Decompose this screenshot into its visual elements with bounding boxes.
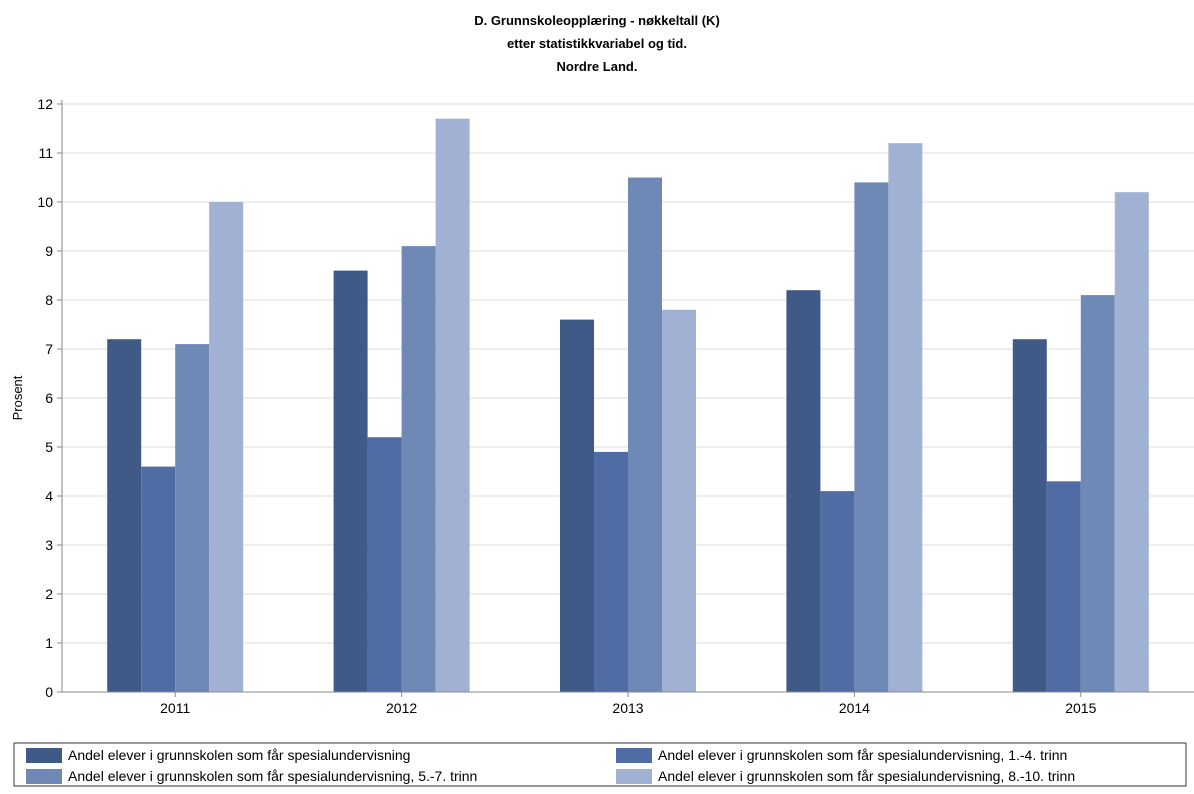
legend-label-4: Andel elever i grunnskolen som får spesi… (658, 768, 1075, 784)
y-tick-label: 7 (45, 341, 53, 357)
legend-swatch-4 (616, 769, 652, 784)
chart-title-line-3: Nordre Land. (557, 59, 638, 74)
y-tick-label: 6 (45, 390, 53, 406)
bar-2013-series-1 (560, 319, 594, 692)
legend-swatch-1 (26, 748, 62, 763)
y-tick-label: 0 (45, 684, 53, 700)
y-tick-label: 4 (45, 488, 53, 504)
legend-label-1: Andel elever i grunnskolen som får spesi… (68, 747, 410, 763)
bar-2014-series-4 (888, 143, 923, 692)
y-tick-label: 10 (37, 194, 53, 210)
bar-2012-series-4 (435, 118, 470, 692)
bar-2012-series-1 (333, 270, 368, 692)
bar-2011-series-1 (107, 339, 142, 692)
x-tick-label: 2012 (386, 700, 417, 716)
axes (61, 100, 1194, 693)
chart-title-line-2: etter statistikkvariabel og tid. (507, 36, 687, 51)
legend-label-2: Andel elever i grunnskolen som får spesi… (658, 747, 1067, 763)
bar-2011-series-3 (175, 344, 210, 692)
x-tick-label: 2013 (612, 700, 643, 716)
legend-label-3: Andel elever i grunnskolen som får spesi… (68, 768, 477, 784)
bar-2013-series-3 (628, 177, 662, 692)
bar-2015-series-3 (1080, 295, 1115, 692)
x-tick-label: 2015 (1065, 700, 1096, 716)
chart-title: D. Grunnskoleopplæring - nøkkeltall (K) … (474, 13, 720, 74)
bar-2014-series-1 (786, 290, 821, 692)
y-tick-label: 12 (37, 96, 53, 112)
bar-2012-series-3 (401, 246, 436, 692)
legend-swatch-2 (616, 748, 652, 763)
bar-2013-series-2 (594, 451, 628, 692)
bar-2015-series-4 (1114, 192, 1149, 692)
y-tick-label: 2 (45, 586, 53, 602)
bar-2014-series-2 (820, 491, 855, 692)
y-tick-label: 1 (45, 635, 53, 651)
legend: Andel elever i grunnskolen som får spesi… (13, 742, 1187, 787)
bar-2014-series-3 (854, 182, 889, 692)
bar-2015-series-1 (1012, 339, 1047, 692)
y-axis-title: Prosent (10, 375, 25, 420)
y-tick-label: 11 (38, 145, 53, 161)
y-tick-label: 9 (45, 243, 53, 259)
bar-2011-series-2 (141, 466, 176, 692)
bar-2012-series-2 (367, 437, 402, 692)
legend-box (13, 742, 1187, 787)
y-tick-label: 8 (45, 292, 53, 308)
x-tick-label: 2014 (839, 700, 870, 716)
bar-2013-series-4 (662, 309, 696, 692)
legend-swatch-3 (26, 769, 62, 784)
bars (107, 118, 1149, 692)
x-tick-label: 2011 (160, 700, 190, 716)
bar-2015-series-2 (1046, 481, 1081, 692)
chart-title-line-1: D. Grunnskoleopplæring - nøkkeltall (K) (474, 13, 720, 28)
x-axis-ticks: 2011 2012 2013 2014 2015 (160, 692, 1097, 716)
y-tick-label: 5 (45, 439, 53, 455)
bar-2011-series-4 (209, 202, 244, 692)
y-tick-label: 3 (45, 537, 53, 553)
